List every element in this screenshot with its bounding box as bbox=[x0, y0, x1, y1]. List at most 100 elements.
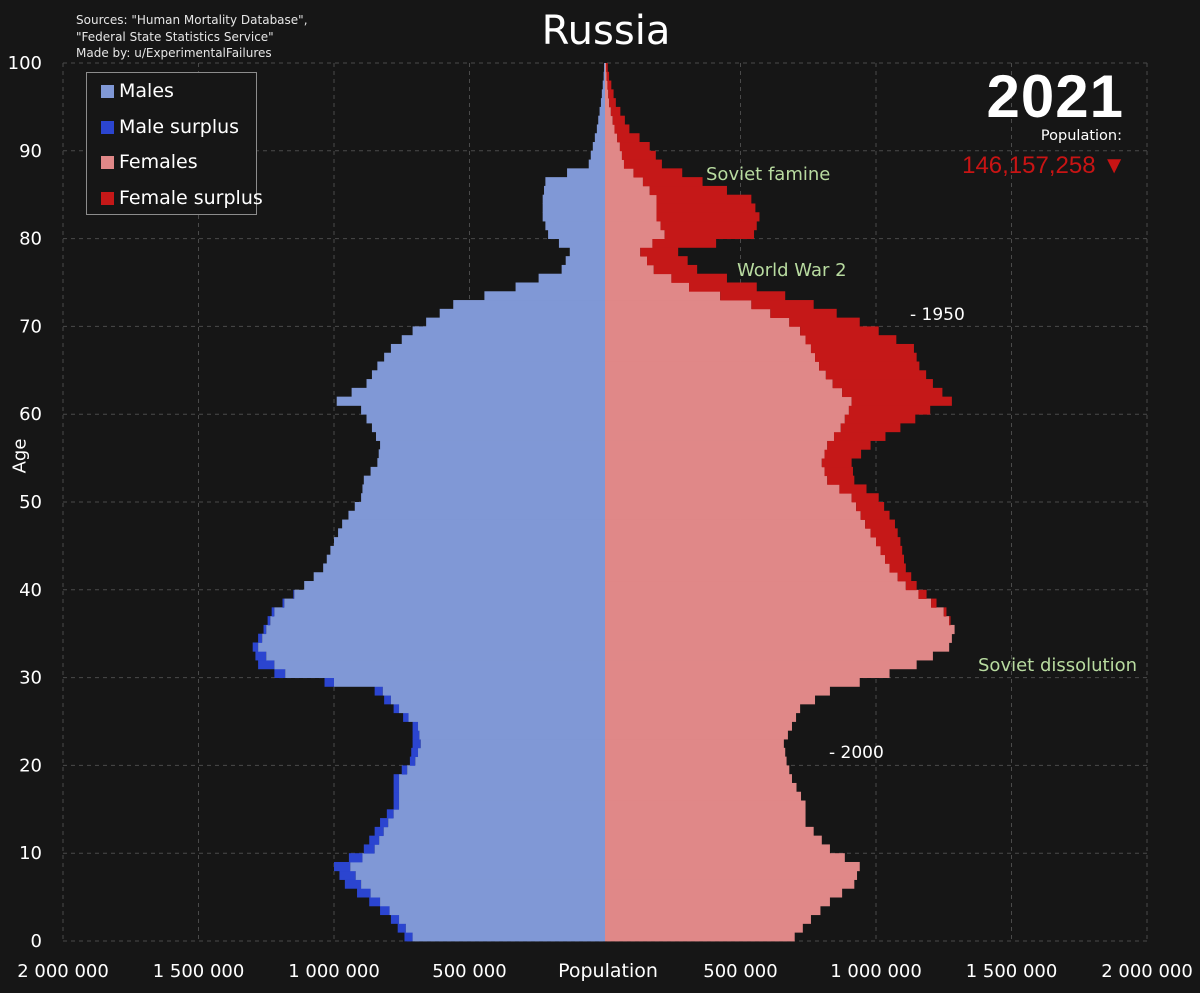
bar-female-surplus bbox=[649, 185, 727, 196]
bar-females bbox=[605, 624, 955, 635]
bar-female-surplus bbox=[844, 414, 916, 424]
bar-females bbox=[605, 563, 890, 573]
bar-female-surplus bbox=[608, 89, 614, 99]
bar-females bbox=[605, 914, 811, 924]
bar-female-surplus bbox=[833, 431, 886, 441]
bar-females bbox=[605, 159, 624, 169]
bar-females bbox=[605, 905, 821, 916]
bar-males bbox=[313, 572, 605, 582]
bar-males bbox=[542, 194, 605, 204]
x-tick-label: 500 000 bbox=[703, 961, 777, 982]
bar-males bbox=[274, 607, 605, 617]
bar-male-surplus bbox=[282, 598, 285, 608]
y-tick-label: 20 bbox=[19, 755, 42, 776]
bar-male-surplus bbox=[412, 721, 419, 731]
bar-male-surplus bbox=[393, 774, 400, 784]
bar-males bbox=[601, 89, 605, 99]
bar-males bbox=[603, 71, 605, 81]
bar-females bbox=[605, 466, 825, 477]
bar-females bbox=[605, 282, 690, 292]
bar-female-surplus bbox=[609, 98, 616, 108]
bar-females bbox=[605, 177, 643, 187]
bar-males bbox=[389, 905, 605, 916]
bar-female-surplus bbox=[889, 563, 906, 573]
bar-males bbox=[258, 642, 605, 652]
bar-female-surplus bbox=[653, 264, 698, 275]
bar-females bbox=[605, 203, 657, 213]
bar-males bbox=[284, 598, 605, 608]
bar-male-surplus bbox=[339, 870, 356, 880]
bar-males bbox=[399, 914, 605, 924]
bar-females bbox=[605, 370, 826, 380]
trend-down-icon: ▼ bbox=[1102, 152, 1126, 179]
bar-males bbox=[361, 879, 605, 889]
bar-male-surplus bbox=[348, 853, 363, 863]
bar-male-surplus bbox=[369, 835, 380, 845]
bar-females bbox=[605, 774, 792, 784]
x-tick-label: 2 000 000 bbox=[17, 961, 109, 982]
bar-females bbox=[605, 765, 790, 775]
bar-females bbox=[605, 581, 906, 591]
x-tick-label: 500 000 bbox=[432, 961, 506, 982]
bar-females bbox=[605, 256, 648, 266]
bar-females bbox=[605, 818, 806, 828]
bar-females bbox=[605, 221, 661, 231]
bar-female-surplus bbox=[751, 300, 814, 310]
bar-males bbox=[294, 589, 605, 599]
bar-females bbox=[605, 168, 634, 178]
bar-females bbox=[605, 308, 771, 319]
bar-male-surplus bbox=[271, 607, 275, 617]
bar-males bbox=[412, 326, 605, 336]
bar-female-surplus bbox=[800, 326, 879, 336]
bar-females bbox=[605, 317, 790, 327]
bar-males bbox=[371, 422, 605, 433]
bar-females bbox=[605, 115, 613, 125]
bar-male-surplus bbox=[263, 624, 267, 635]
bar-males bbox=[384, 352, 605, 362]
bar-females bbox=[605, 229, 665, 239]
bar-male-surplus bbox=[363, 844, 375, 854]
legend-swatch-males bbox=[101, 84, 114, 98]
marker-1950: - 1950 bbox=[910, 305, 965, 325]
bar-female-surplus bbox=[815, 352, 917, 362]
bar-male-surplus bbox=[393, 800, 400, 810]
marker-2000: - 2000 bbox=[829, 743, 884, 763]
bar-males bbox=[334, 537, 605, 547]
bar-male-surplus bbox=[344, 879, 362, 889]
bar-males bbox=[363, 475, 605, 485]
bar-females bbox=[605, 861, 860, 872]
legend-swatch-male-surplus bbox=[101, 120, 114, 134]
bar-male-surplus bbox=[258, 633, 263, 643]
bar-female-surplus bbox=[856, 502, 885, 512]
bar-females bbox=[605, 326, 801, 336]
bar-females bbox=[605, 133, 618, 143]
bar-males bbox=[399, 791, 605, 801]
bar-female-surplus bbox=[656, 194, 752, 204]
bar-females bbox=[605, 800, 806, 810]
bar-female-surplus bbox=[880, 545, 903, 556]
bar-female-surplus bbox=[656, 212, 760, 222]
bar-females bbox=[605, 545, 881, 556]
bar-females bbox=[605, 510, 861, 520]
bar-males bbox=[374, 844, 605, 854]
bar-males bbox=[390, 343, 605, 354]
bar-males bbox=[366, 414, 605, 424]
x-tick-label: 1 000 000 bbox=[830, 961, 922, 982]
bar-females bbox=[605, 379, 833, 389]
bar-males bbox=[594, 133, 605, 143]
source-line-1: Sources: "Human Mortality Database", bbox=[76, 13, 308, 27]
bar-females bbox=[605, 247, 641, 257]
bar-female-surplus bbox=[633, 168, 683, 178]
bar-males bbox=[379, 835, 605, 845]
bar-females bbox=[605, 528, 871, 538]
bar-females bbox=[605, 668, 890, 678]
bar-male-surplus bbox=[369, 897, 381, 907]
bar-male-surplus bbox=[357, 888, 371, 898]
bar-male-surplus bbox=[258, 660, 275, 670]
source-line-2: "Federal State Statistics Service" bbox=[76, 29, 274, 44]
bar-females bbox=[605, 414, 845, 424]
bar-males bbox=[401, 335, 605, 345]
y-axis-ticks: 0 10 20 30 40 50 60 70 80 90 100 bbox=[8, 53, 42, 952]
bar-male-surplus bbox=[334, 861, 351, 872]
bar-female-surplus bbox=[606, 71, 610, 81]
